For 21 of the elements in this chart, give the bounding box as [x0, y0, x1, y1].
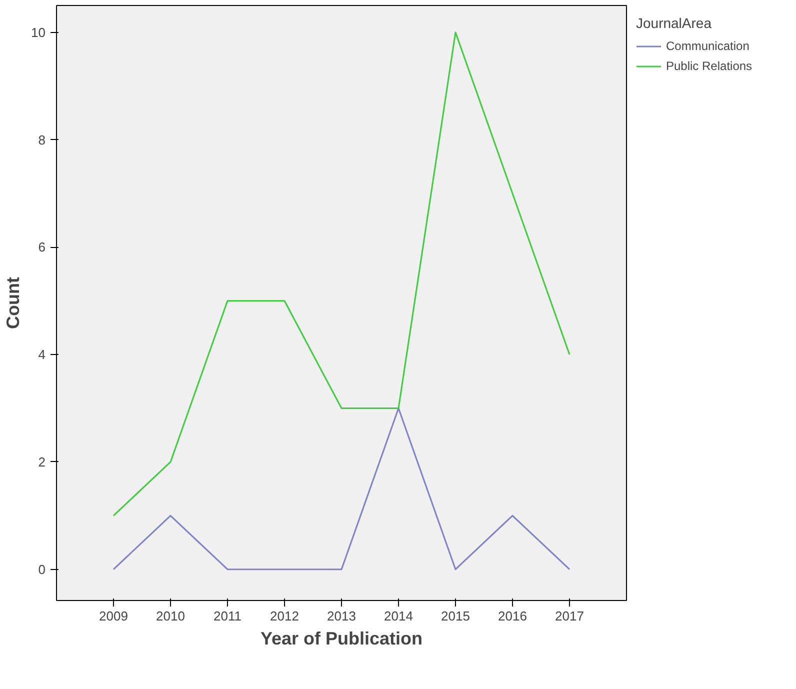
y-tick-label: 4 [38, 347, 46, 362]
x-tick-label: 2011 [214, 608, 242, 624]
line-series [112, 32, 570, 516]
x-tick-label: 2010 [156, 608, 185, 624]
x-tick-label: 2013 [327, 608, 356, 624]
x-tick-label: 2016 [498, 608, 527, 624]
y-tick-label: 8 [38, 132, 46, 148]
y-tick-label: 2 [38, 454, 46, 470]
legend-label: Public Relations [666, 59, 752, 73]
x-tick-label: 2014 [384, 608, 413, 624]
y-tick-label: 10 [31, 24, 46, 40]
x-tick-label: 2012 [270, 608, 299, 624]
y-tick-label: 0 [38, 562, 46, 577]
x-tick-label: 2009 [99, 608, 128, 624]
y-tick-label: 6 [38, 240, 46, 255]
x-tick-label: 2015 [441, 608, 470, 624]
x-tick-label: 2017 [555, 608, 584, 624]
x-axis-title: Year of Publication [260, 628, 423, 648]
legend-title: JournalArea [636, 15, 712, 31]
legend-label: Communication [666, 39, 750, 53]
y-axis-title: Count [3, 277, 24, 329]
